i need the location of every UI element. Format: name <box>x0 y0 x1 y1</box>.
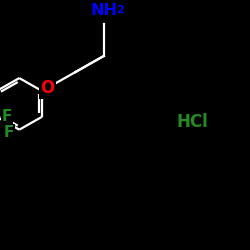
Text: F: F <box>2 109 12 124</box>
Text: 2: 2 <box>116 6 124 16</box>
Text: F: F <box>4 124 14 140</box>
Text: O: O <box>40 79 54 97</box>
Text: NH: NH <box>90 3 117 18</box>
Text: HCl: HCl <box>176 113 208 131</box>
